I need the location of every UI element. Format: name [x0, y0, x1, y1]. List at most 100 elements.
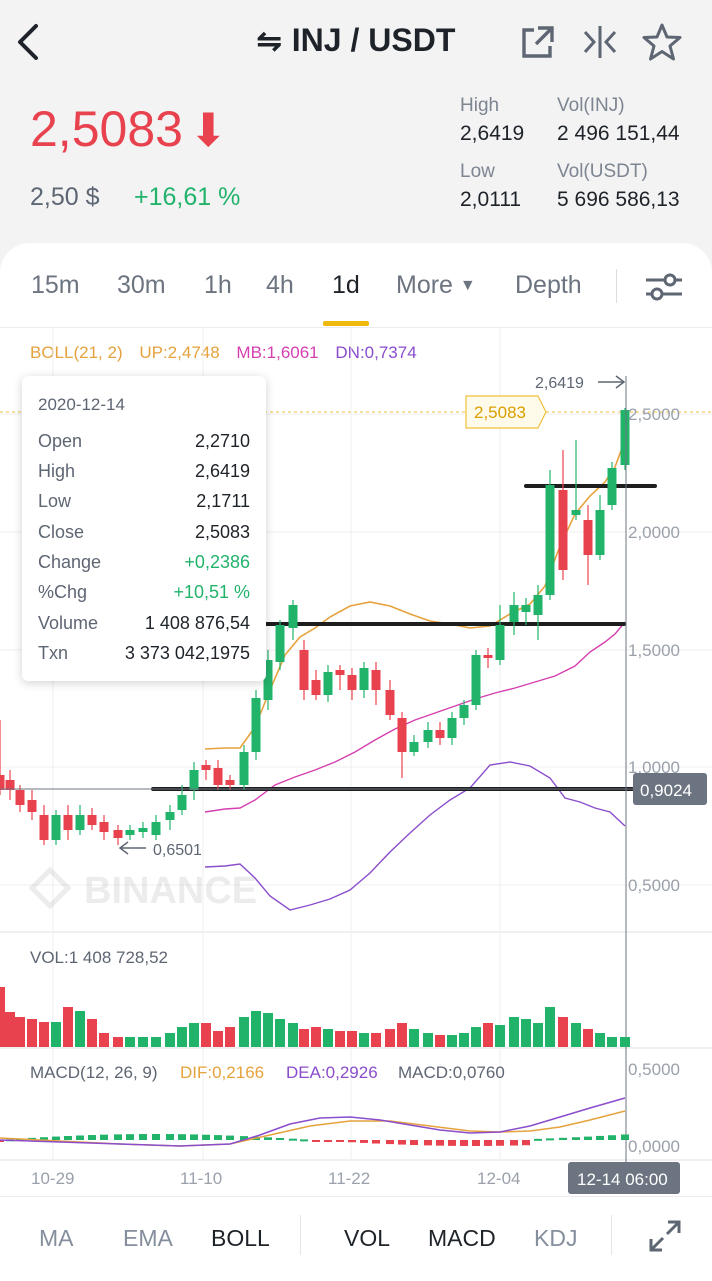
volume-bar [15, 1017, 25, 1047]
candle-body [165, 812, 175, 820]
macd-bar [264, 1137, 272, 1140]
candle-body [423, 730, 433, 742]
macd-bar [596, 1135, 604, 1140]
macd-bar [289, 1138, 297, 1141]
macd-bar [76, 1135, 84, 1140]
macd-bar [64, 1136, 72, 1140]
volume-bar [397, 1023, 407, 1047]
indicator-vol[interactable]: VOL [344, 1225, 391, 1251]
tooltip-label: Low [38, 491, 72, 511]
volume-bar [311, 1027, 321, 1047]
tooltip-label: Volume [38, 613, 99, 633]
macd-bar [398, 1140, 406, 1145]
macd-value: MACD:0,0760 [398, 1063, 505, 1082]
indicator-kdj[interactable]: KDJ [534, 1225, 578, 1251]
macd-bar [546, 1138, 554, 1141]
star-icon[interactable] [642, 22, 682, 62]
tooltip-row-high: High 2,6419 [38, 461, 250, 485]
tooltip-value: 2,1711 [196, 491, 250, 511]
vol-legend: VOL:1 408 728,52 [30, 948, 168, 967]
candlestick-chart[interactable]: BINANCE 2,6419 0,6501 2,5083 2,5000 2,00… [0, 0, 712, 1196]
volume-bar [113, 1037, 123, 1047]
time-axis-label: 11-10 [180, 1169, 222, 1188]
candle-body [545, 485, 555, 595]
candle-body [447, 718, 457, 738]
macd-bar [424, 1140, 432, 1146]
candle-body [201, 765, 211, 770]
tab-depth[interactable]: Depth [515, 271, 582, 299]
indicator-ma[interactable]: MA [39, 1225, 74, 1251]
ohlc-tooltip: 2020-12-14 Open 2,2710 High 2,6419 Low 2,17… [22, 376, 266, 681]
fullscreen-expand-icon[interactable] [648, 1219, 682, 1253]
candle-body [335, 670, 345, 675]
volume-bar [299, 1029, 309, 1047]
candle-body [263, 660, 273, 700]
candle-body [483, 655, 493, 658]
tooltip-row-change: Change +0,2386 [38, 552, 250, 576]
indicator-ema[interactable]: EMA [123, 1225, 173, 1251]
volume-bar [251, 1011, 261, 1047]
price-axis-label: 1,5000 [628, 641, 680, 660]
binance-watermark: BINANCE [28, 866, 257, 912]
tab-more[interactable]: More ▼ [396, 271, 476, 300]
volume-bar [275, 1019, 285, 1047]
volume-bar [435, 1035, 445, 1047]
tab-15m[interactable]: 15m [31, 271, 80, 299]
macd-bar [202, 1134, 210, 1140]
macd-bar [152, 1134, 160, 1140]
macd-name: MACD(12, 26, 9) [30, 1063, 158, 1082]
tab-1d[interactable]: 1d [332, 271, 360, 299]
candle-body [213, 768, 223, 785]
candle-body [521, 605, 531, 612]
candle-body [239, 752, 249, 785]
tooltip-label: Change [38, 552, 102, 572]
svg-text:12-14 06:00: 12-14 06:00 [577, 1170, 668, 1189]
candle-body [151, 822, 161, 835]
macd-bar [360, 1140, 368, 1143]
tab-30m[interactable]: 30m [117, 271, 166, 299]
volume-bar [459, 1033, 469, 1047]
price-axis-label: 2,5000 [628, 405, 680, 424]
back-arrow-icon[interactable] [10, 20, 50, 64]
candle-body [371, 670, 381, 690]
macd-bar [300, 1139, 308, 1142]
sliders-settings-icon[interactable] [642, 269, 686, 305]
macd-bar [522, 1140, 530, 1146]
split-view-icon[interactable] [580, 22, 620, 62]
price-axis-label: 0,5000 [628, 876, 680, 895]
volume-bar [125, 1037, 135, 1047]
external-link-icon[interactable] [518, 22, 558, 62]
volume-bar [138, 1037, 148, 1047]
tooltip-row-close: Close 2,5083 [38, 522, 250, 546]
candle-body [495, 625, 505, 660]
time-axis-label: 12-04 [477, 1169, 520, 1188]
macd-axis-label: 0,0000 [628, 1137, 680, 1156]
macd-bar [166, 1134, 174, 1140]
tooltip-date: 2020-12-14 [38, 395, 125, 414]
volume-bar [225, 1027, 235, 1047]
candle-body [533, 595, 543, 615]
macd-bar [572, 1137, 580, 1140]
svg-text:2,5083: 2,5083 [474, 403, 526, 422]
vol-base-value: 2 496 151,44 [557, 122, 680, 145]
candle-body [113, 830, 123, 838]
macd-bar [0, 1140, 4, 1142]
volume-bars [0, 987, 630, 1047]
candle-body [385, 690, 395, 715]
indicator-boll[interactable]: BOLL [211, 1225, 270, 1251]
candle-body [27, 800, 37, 812]
tab-4h[interactable]: 4h [266, 271, 294, 299]
volume-bar [0, 987, 5, 1047]
volume-bar [509, 1017, 519, 1047]
tab-divider [616, 269, 617, 303]
macd-dif: DIF:0,2166 [180, 1063, 264, 1082]
volume-bar [201, 1023, 211, 1047]
time-axis-label: 11-22 [328, 1169, 370, 1188]
indicator-macd[interactable]: MACD [428, 1225, 496, 1251]
candle-body [583, 520, 593, 555]
candle-body [177, 795, 187, 810]
volume-bar [75, 1011, 85, 1047]
candle-body [15, 790, 25, 805]
volume-bar [471, 1027, 481, 1047]
tab-1h[interactable]: 1h [204, 271, 232, 299]
